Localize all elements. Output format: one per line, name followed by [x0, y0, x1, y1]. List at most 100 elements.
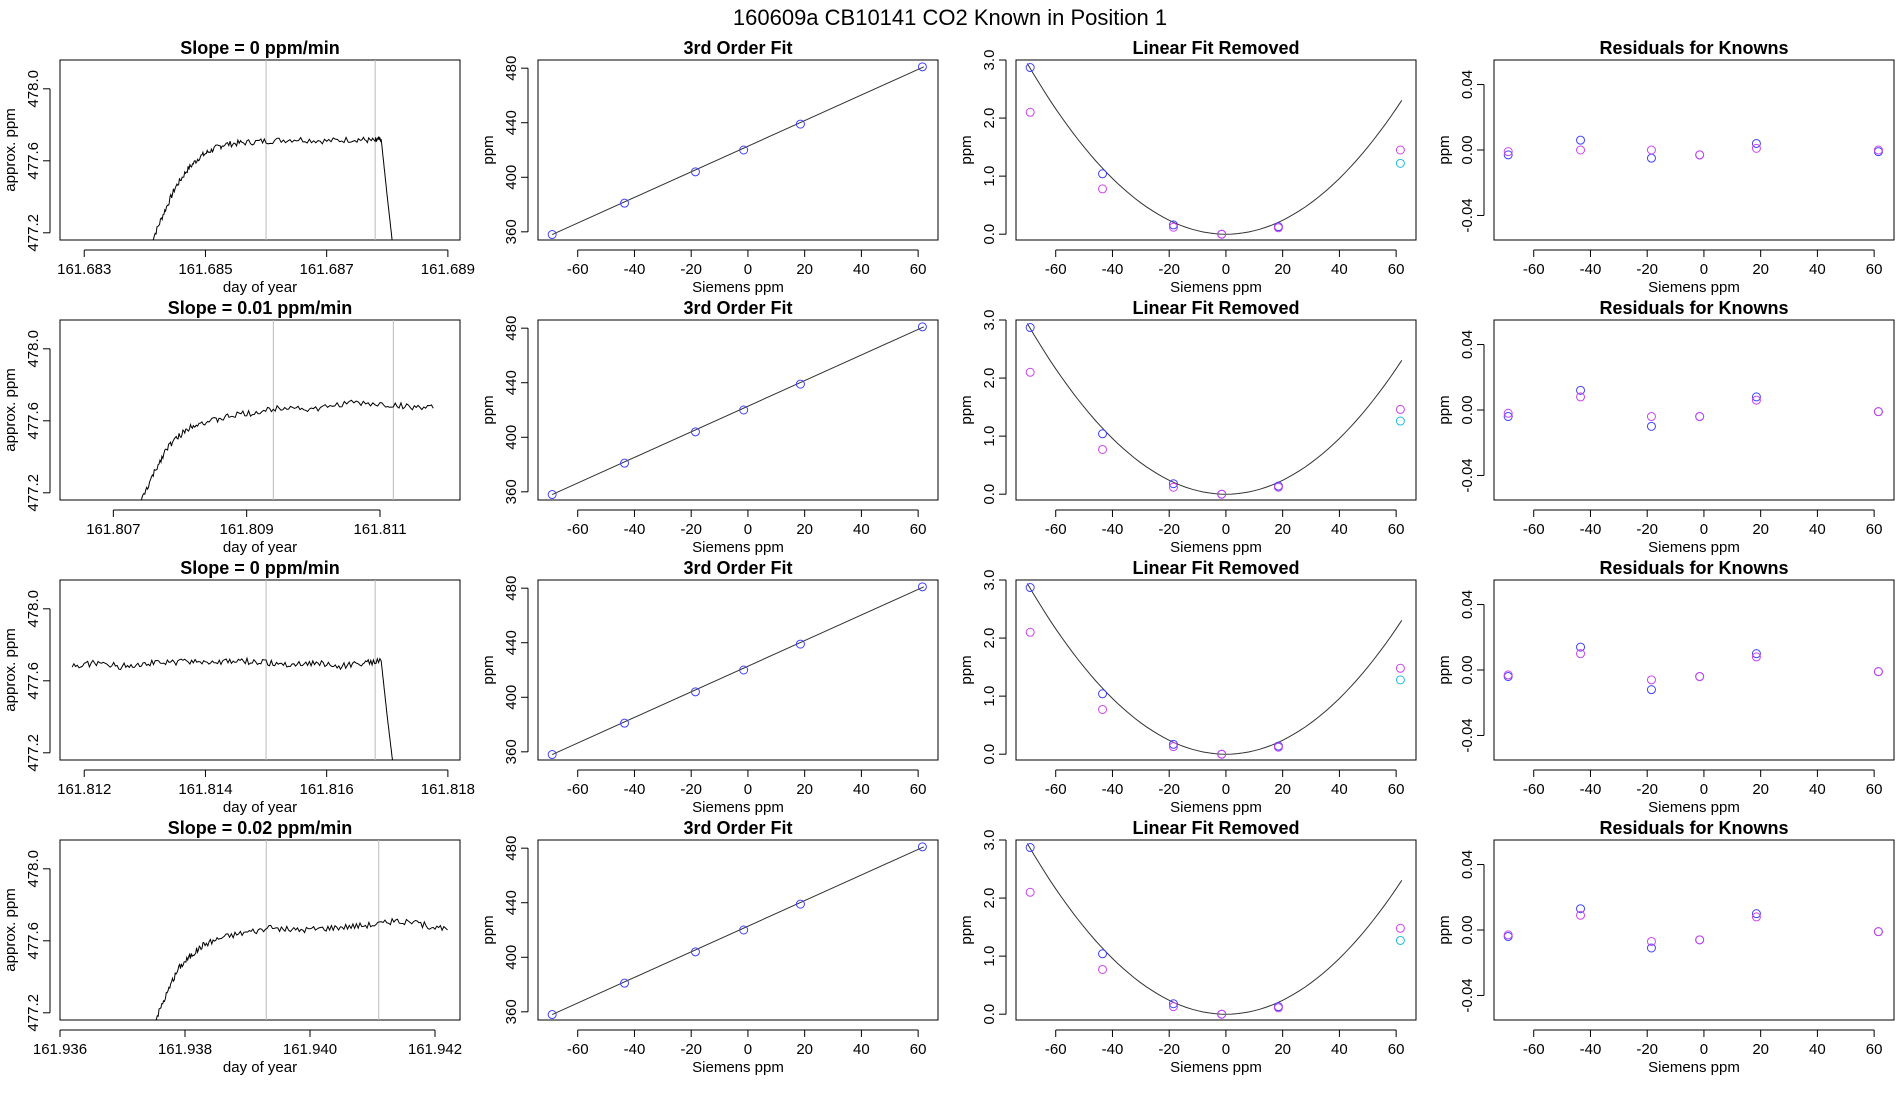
data-point [1168, 1002, 1178, 1012]
plot-area [1503, 135, 1883, 163]
panel-title: 3rd Order Fit [683, 38, 792, 58]
x-tick-label: 60 [1866, 261, 1883, 278]
data-point [739, 405, 749, 415]
x-tick-label: -60 [567, 781, 589, 798]
x-tick-label: -20 [1636, 1041, 1658, 1058]
x-tick-label: 20 [796, 781, 813, 798]
fit-line [551, 66, 925, 236]
y-tick-label: 480 [503, 56, 520, 81]
plot-area [1025, 583, 1405, 759]
data-point [1217, 749, 1227, 759]
y-tick-label: 2.0 [981, 888, 998, 909]
data-point [1395, 158, 1405, 168]
y-axis-label: ppm [480, 135, 497, 164]
data-point [1273, 742, 1283, 752]
data-point [795, 379, 805, 389]
data-point [1646, 675, 1656, 685]
x-tick-label: -60 [1045, 521, 1067, 538]
x-tick-label: 60 [1866, 781, 1883, 798]
plot-frame [1015, 839, 1417, 1021]
y-tick-label: 478.0 [25, 590, 42, 628]
x-tick-label: 40 [1331, 1041, 1348, 1058]
panel-title: Residuals for Knowns [1599, 558, 1788, 578]
data-point [917, 582, 927, 592]
x-tick-label: 20 [1752, 261, 1769, 278]
x-tick-label: -60 [1523, 521, 1545, 538]
y-tick-label: 440 [503, 110, 520, 135]
data-point [690, 947, 700, 957]
x-tick-label: -20 [680, 261, 702, 278]
x-tick-label: -60 [1045, 1041, 1067, 1058]
y-axis-label: ppm [958, 655, 975, 684]
x-axis-label: Siemens ppm [1170, 799, 1262, 816]
y-tick-label: 478.0 [25, 70, 42, 108]
data-point [1646, 153, 1656, 163]
data-point [1751, 649, 1761, 659]
x-tick-label: 40 [853, 781, 870, 798]
data-point [1873, 145, 1883, 155]
x-tick-label: -60 [1045, 261, 1067, 278]
data-trace [141, 399, 434, 500]
data-point [1025, 627, 1035, 637]
panel-title: Slope = 0 ppm/min [180, 38, 340, 58]
data-point [739, 925, 749, 935]
x-axis-label: day of year [223, 279, 297, 296]
chart-panel: Linear Fit Removed -60 -40 -20 0 20 40 60 Siemen… [958, 558, 1417, 816]
y-tick-label: -0.04 [1459, 198, 1476, 232]
y-axis-label: ppm [1436, 915, 1453, 944]
data-point [1751, 912, 1761, 922]
x-axis-label: Siemens ppm [1648, 539, 1740, 556]
y-tick-label: 0.0 [981, 744, 998, 765]
y-tick-label: 477.6 [25, 922, 42, 960]
plot-frame [1015, 579, 1417, 761]
data-point [1273, 482, 1283, 492]
x-tick-label: 40 [1809, 261, 1826, 278]
data-point [1395, 935, 1405, 945]
x-tick-label: -20 [1636, 521, 1658, 538]
y-tick-label: 477.2 [25, 994, 42, 1032]
chart-panel: Linear Fit Removed -60 -40 -20 0 20 40 60 Siemen… [958, 818, 1417, 1076]
x-tick-label: 20 [1274, 261, 1291, 278]
data-point [620, 718, 630, 728]
x-tick-label: 20 [1752, 1041, 1769, 1058]
data-point [1576, 910, 1586, 920]
y-axis-label: approx. ppm [2, 888, 19, 971]
x-tick-label: 161.936 [33, 1041, 87, 1058]
x-tick-label: -40 [624, 781, 646, 798]
x-tick-label: -60 [1523, 261, 1545, 278]
plot-frame [59, 59, 461, 241]
x-tick-label: -40 [624, 261, 646, 278]
y-axis-label: ppm [1436, 395, 1453, 424]
x-tick-label: 0 [1700, 781, 1708, 798]
x-tick-label: 60 [910, 261, 927, 278]
x-tick-label: -40 [624, 1041, 646, 1058]
data-point [1695, 412, 1705, 422]
chart-panel: Slope = 0.02 ppm/min 161.936 161.938 161.94… [2, 818, 462, 1076]
fit-line [551, 586, 925, 756]
x-axis-label: Siemens ppm [1170, 539, 1262, 556]
data-point [547, 490, 557, 500]
plot-area [1025, 63, 1405, 239]
fit-line [551, 326, 925, 496]
y-tick-label: 0.00 [1459, 915, 1476, 944]
data-point [1025, 367, 1035, 377]
data-point [1168, 479, 1178, 489]
data-trace [155, 917, 448, 1020]
data-point [1395, 145, 1405, 155]
panel-title: Residuals for Knowns [1599, 818, 1788, 838]
data-point [1695, 935, 1705, 945]
data-point [1025, 63, 1035, 73]
plot-frame [59, 579, 461, 761]
y-tick-label: 440 [503, 890, 520, 915]
fit-curve [1026, 843, 1403, 1015]
data-point [1168, 742, 1178, 752]
chart-panel: Residuals for Knowns -60 -40 -20 0 20 40 60 Siem… [1436, 558, 1895, 816]
y-tick-label: 3.0 [981, 310, 998, 331]
data-point [690, 167, 700, 177]
data-point [1098, 704, 1108, 714]
data-point [1646, 685, 1656, 695]
data-point [1025, 323, 1035, 333]
x-tick-label: 0 [1700, 1041, 1708, 1058]
y-tick-label: 480 [503, 316, 520, 341]
data-point [1098, 184, 1108, 194]
